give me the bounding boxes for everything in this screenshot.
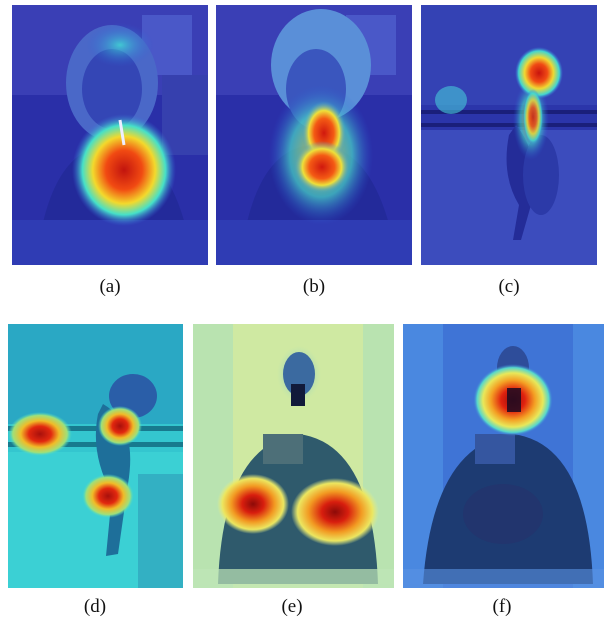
panel-c-image: [421, 5, 597, 265]
panel-b-image: [216, 5, 412, 265]
caption-c: (c): [498, 276, 520, 297]
caption-a: (a): [99, 276, 121, 297]
panel-f-image: [403, 324, 604, 588]
panel-a-image: [12, 5, 208, 265]
caption-d: (d): [83, 596, 107, 617]
panel-e-image: [193, 324, 394, 588]
panel-d-image: [8, 324, 183, 588]
caption-e: (e): [281, 596, 303, 617]
caption-f: (f): [492, 596, 512, 617]
caption-b: (b): [302, 276, 326, 297]
